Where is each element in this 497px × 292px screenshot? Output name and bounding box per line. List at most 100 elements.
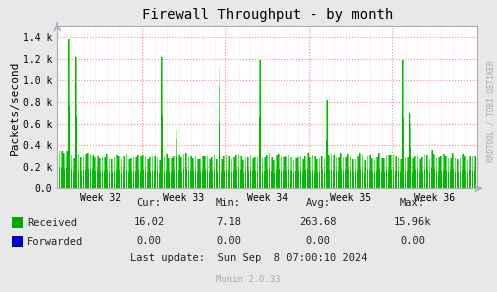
Bar — [190, 156, 191, 171]
Bar — [111, 159, 112, 172]
Bar — [257, 157, 258, 188]
Bar — [388, 155, 390, 188]
Bar — [352, 159, 354, 188]
Bar — [140, 156, 142, 188]
Bar — [231, 159, 232, 172]
Bar — [252, 158, 253, 188]
Bar — [202, 157, 204, 188]
Bar — [364, 160, 365, 173]
Bar — [407, 157, 409, 188]
Bar — [283, 157, 285, 188]
Bar — [305, 156, 306, 171]
Bar — [166, 154, 167, 170]
Bar — [207, 156, 208, 170]
Bar — [271, 157, 272, 171]
Bar — [233, 157, 234, 171]
Bar — [410, 113, 411, 124]
Bar — [250, 155, 251, 170]
Bar — [59, 151, 60, 188]
Bar — [462, 154, 464, 188]
Bar — [391, 155, 392, 170]
Bar — [303, 159, 304, 172]
Bar — [441, 157, 442, 171]
Bar — [133, 157, 134, 171]
Bar — [192, 158, 194, 188]
Bar — [152, 156, 154, 188]
Bar — [472, 156, 473, 171]
Bar — [450, 158, 452, 188]
Bar — [333, 155, 334, 170]
Bar — [355, 159, 356, 172]
Bar — [99, 158, 101, 188]
Bar — [312, 155, 313, 170]
Bar — [131, 158, 132, 171]
Bar — [440, 157, 442, 188]
Text: Cur:: Cur: — [137, 198, 162, 208]
Bar — [171, 158, 172, 188]
Bar — [458, 159, 459, 173]
Bar — [200, 159, 201, 172]
Bar — [278, 154, 280, 169]
Bar — [331, 154, 332, 188]
Bar — [390, 155, 392, 188]
Bar — [266, 155, 268, 188]
Text: 16.02: 16.02 — [134, 217, 165, 227]
Bar — [467, 160, 468, 188]
Bar — [114, 157, 115, 188]
Bar — [235, 155, 237, 188]
Bar — [295, 158, 297, 188]
Bar — [128, 159, 130, 188]
Bar — [188, 157, 189, 171]
Bar — [150, 157, 151, 171]
Bar — [214, 155, 216, 188]
Bar — [436, 158, 437, 188]
Bar — [207, 156, 208, 188]
Bar — [410, 113, 411, 188]
Bar — [384, 158, 385, 172]
Bar — [80, 157, 82, 188]
Bar — [87, 153, 88, 169]
Bar — [264, 157, 265, 171]
Bar — [333, 155, 335, 188]
Bar — [74, 158, 75, 172]
Bar — [398, 157, 399, 188]
Bar — [168, 158, 170, 188]
Bar — [92, 155, 94, 188]
Bar — [209, 159, 210, 172]
Bar — [298, 157, 299, 171]
Bar — [371, 158, 373, 188]
Bar — [142, 154, 144, 188]
Bar — [183, 154, 184, 188]
Bar — [357, 156, 358, 171]
Bar — [269, 153, 270, 188]
Bar — [305, 156, 306, 188]
Bar — [321, 156, 323, 188]
Bar — [419, 159, 420, 188]
Bar — [438, 157, 439, 171]
Bar — [221, 159, 223, 188]
Bar — [343, 157, 344, 171]
Bar — [426, 155, 428, 188]
Bar — [276, 155, 277, 188]
Bar — [216, 159, 218, 188]
Bar — [85, 154, 86, 188]
Bar — [293, 160, 294, 173]
Bar — [221, 159, 222, 172]
Bar — [315, 156, 316, 171]
Bar — [162, 57, 163, 77]
Bar — [400, 159, 402, 188]
Bar — [342, 157, 344, 188]
Bar — [433, 154, 435, 188]
Bar — [362, 155, 363, 188]
Bar — [367, 156, 368, 171]
Bar — [145, 156, 146, 188]
Bar — [157, 157, 158, 188]
Bar — [135, 157, 136, 171]
Bar — [436, 158, 437, 172]
Bar — [162, 57, 163, 116]
Bar — [90, 154, 91, 169]
Bar — [240, 156, 242, 188]
Bar — [252, 158, 253, 171]
Bar — [393, 154, 395, 188]
Bar — [374, 160, 375, 188]
